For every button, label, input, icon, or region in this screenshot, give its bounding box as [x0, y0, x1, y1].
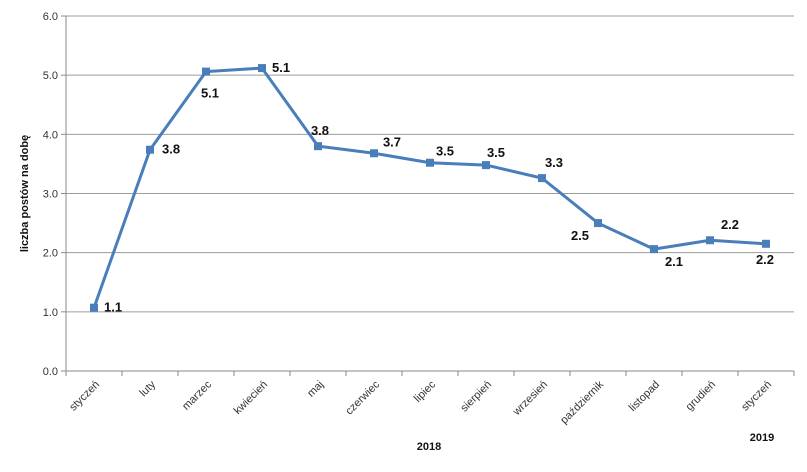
y-axis-title: liczba postów na dobę — [19, 135, 31, 252]
y-tick-label: 4.0 — [43, 129, 58, 141]
x-tick-label: październik — [558, 378, 606, 426]
x-tick-label: maj — [305, 379, 326, 400]
data-label: 3.8 — [162, 142, 180, 157]
year-label-2019: 2019 — [750, 432, 774, 444]
x-tick-label: listopad — [627, 379, 662, 414]
y-tick-label: 3.0 — [43, 189, 58, 201]
y-tick-label: 0.0 — [43, 366, 58, 378]
y-tick-label: 6.0 — [43, 11, 58, 23]
x-tick-label: styczeń — [739, 379, 774, 414]
data-label: 5.1 — [201, 86, 219, 101]
x-tick-label: kwiecień — [232, 379, 270, 417]
x-axis-ticks: styczeń luty marzec kwiecień maj czerwiec lipi… — [65, 371, 795, 426]
data-label: 3.7 — [383, 134, 401, 149]
data-label: 1.1 — [104, 300, 122, 315]
x-tick-label: luty — [138, 378, 159, 399]
y-tick-label: 1.0 — [43, 307, 58, 319]
series-line — [92, 66, 767, 309]
data-point — [762, 239, 770, 248]
data-point — [258, 64, 266, 73]
data-points — [90, 64, 770, 312]
x-tick-label: grudień — [684, 379, 718, 413]
gridlines — [66, 15, 794, 372]
data-point — [314, 142, 322, 151]
x-tick-label: czerwiec — [343, 378, 382, 417]
year-label-2018: 2018 — [417, 441, 441, 453]
data-point — [146, 145, 154, 154]
x-tick-label: sierpień — [458, 379, 494, 415]
x-tick-label: styczeń — [67, 379, 102, 414]
data-point — [90, 303, 98, 312]
data-point — [370, 149, 378, 158]
data-label: 5.1 — [272, 60, 290, 75]
data-point — [594, 219, 602, 228]
y-tick-label: 5.0 — [43, 70, 58, 82]
data-point — [426, 158, 434, 167]
data-label: 2.2 — [756, 252, 774, 267]
data-label: 2.2 — [721, 217, 739, 232]
y-axis-ticks: 0.0 1.0 2.0 3.0 4.0 5.0 6.0 — [43, 11, 66, 378]
data-label: 3.3 — [545, 155, 563, 170]
data-point — [650, 245, 658, 254]
data-labels: 1.1 3.8 5.1 5.1 3.8 3.7 3.5 3.5 3.3 2.5 2.1 2.2 2.2 — [104, 60, 774, 315]
data-point — [202, 67, 210, 76]
data-label: 3.8 — [311, 123, 329, 138]
data-label: 2.1 — [665, 254, 683, 269]
data-label: 2.5 — [571, 228, 589, 243]
x-tick-label: wrzesień — [510, 379, 550, 419]
data-point — [482, 161, 490, 170]
data-point — [706, 236, 714, 245]
x-tick-label: lipiec — [412, 378, 439, 405]
data-label: 3.5 — [436, 144, 454, 159]
data-point — [538, 174, 546, 183]
y-tick-label: 2.0 — [43, 248, 58, 260]
data-label: 3.5 — [487, 145, 505, 160]
x-tick-label: marzec — [180, 378, 214, 412]
